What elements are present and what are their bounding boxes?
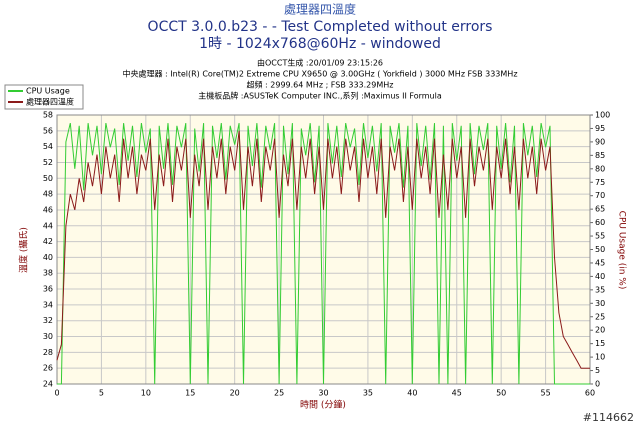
y-tick-label: 54: [43, 142, 53, 151]
series-line: [56, 130, 590, 369]
info-line: 主機板品牌 :ASUSTeK Computer INC.,系列 :Maximus…: [198, 91, 442, 101]
y2-tick-label: 60: [595, 218, 605, 227]
y-tick-label: 32: [43, 316, 53, 325]
y-tick-label: 48: [43, 190, 53, 199]
info-line: 由OCCT生成 :20/01/09 23:15:26: [257, 58, 383, 68]
y2-tick-label: 75: [595, 178, 605, 187]
y2-tick-label: 80: [595, 164, 605, 173]
x-tick-label: 10: [141, 389, 151, 398]
chart-title: 處理器四溫度: [284, 2, 356, 17]
x-tick-label: 55: [540, 389, 550, 398]
y2-axis-label: CPU Usage (in %): [617, 211, 627, 290]
y-tick-label: 36: [43, 285, 53, 294]
y-tick-label: 26: [43, 364, 53, 373]
y2-tick-label: 40: [595, 272, 605, 281]
y2-tick-label: 5: [595, 366, 600, 375]
watermark: #114662: [583, 411, 634, 424]
y-tick-label: 38: [43, 269, 53, 278]
y2-tick-label: 30: [595, 299, 605, 308]
y-tick-label: 28: [43, 348, 53, 357]
y2-tick-label: 95: [595, 124, 605, 133]
y-tick-label: 52: [43, 158, 53, 167]
y-tick-label: 34: [43, 300, 53, 309]
x-tick-label: 30: [318, 389, 328, 398]
y-tick-label: 46: [43, 205, 53, 214]
info-line: 超頻 : 2999.64 MHz ; FSB 333.29MHz: [247, 80, 394, 90]
x-tick-label: 60: [585, 389, 595, 398]
y2-tick-label: 0: [595, 380, 600, 389]
legend-label: CPU Usage: [26, 87, 70, 96]
chart-subtitle: 1時 - 1024x768@60Hz - windowed: [199, 36, 441, 52]
y-tick-label: 42: [43, 237, 53, 246]
chart-subtitle: OCCT 3.0.0.b23 - - Test Completed withou…: [148, 19, 493, 35]
y2-tick-label: 20: [595, 326, 605, 335]
y2-tick-label: 15: [595, 339, 605, 348]
x-axis-label: 時間 (分鐘): [300, 399, 346, 411]
x-tick-label: 40: [407, 389, 417, 398]
x-tick-label: 50: [496, 389, 506, 398]
x-tick-label: 20: [230, 389, 240, 398]
x-tick-label: 0: [54, 389, 59, 398]
x-tick-label: 5: [99, 389, 104, 398]
y2-tick-label: 25: [595, 312, 605, 321]
info-line: 中央處理器 : Intel(R) Core(TM)2 Extreme CPU X…: [122, 69, 517, 79]
y-tick-label: 50: [43, 174, 53, 183]
y-axis-label: 溫度 (攝氏): [18, 227, 30, 273]
legend-label: 處理器四溫度: [26, 97, 74, 107]
x-tick-label: 15: [185, 389, 195, 398]
y-tick-label: 58: [43, 111, 53, 120]
x-tick-label: 45: [452, 389, 462, 398]
y2-tick-label: 70: [595, 191, 605, 200]
y2-tick-label: 35: [595, 285, 605, 294]
x-tick-label: 35: [363, 389, 373, 398]
y2-tick-label: 90: [595, 137, 605, 146]
y2-tick-label: 55: [595, 232, 605, 241]
series-line: [57, 122, 590, 385]
y-tick-label: 24: [43, 380, 53, 389]
y2-tick-label: 10: [595, 353, 605, 362]
y-tick-label: 44: [43, 221, 53, 230]
y2-tick-label: 45: [595, 258, 605, 267]
y-tick-label: 40: [43, 253, 53, 262]
y-tick-label: 30: [43, 332, 53, 341]
y2-tick-label: 85: [595, 151, 605, 160]
y-tick-label: 56: [43, 126, 53, 135]
x-tick-label: 25: [274, 389, 284, 398]
y2-tick-label: 65: [595, 205, 605, 214]
y2-tick-label: 100: [595, 111, 610, 120]
y2-tick-label: 50: [595, 245, 605, 254]
legend-box: [4, 84, 84, 110]
